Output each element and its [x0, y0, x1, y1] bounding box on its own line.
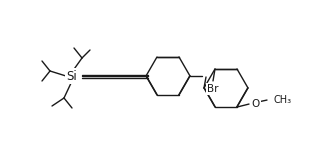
- Text: O: O: [252, 99, 260, 109]
- Text: Si: Si: [67, 70, 77, 82]
- Text: CH₃: CH₃: [274, 95, 292, 105]
- Text: Br: Br: [207, 84, 219, 94]
